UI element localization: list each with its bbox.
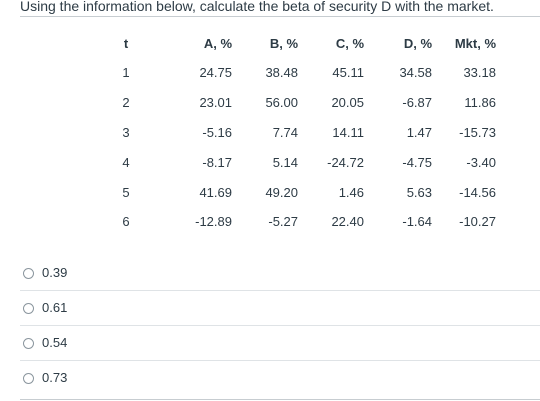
table-cell: -15.73 (459, 124, 496, 140)
column-header-mkt: Mkt, % (454, 35, 496, 51)
table-cell: 56.00 (265, 95, 298, 111)
table-cell: 1 (122, 65, 130, 81)
table-cell: -8.17 (202, 154, 232, 170)
table-cell: 38.48 (265, 65, 298, 81)
answer-option-1[interactable]: 0.39 (20, 256, 540, 291)
table-cell: 41.69 (199, 184, 232, 200)
table-cell: 23.01 (199, 95, 232, 111)
answer-label: 0.73 (42, 370, 68, 385)
radio-button[interactable] (23, 303, 34, 314)
column-header-b: B, % (269, 35, 298, 51)
table-cell: -5.16 (202, 124, 232, 140)
answer-label: 0.39 (42, 265, 68, 280)
answer-list: 0.39 0.61 0.54 0.73 (20, 256, 540, 396)
table-cell: 6 (122, 214, 130, 230)
table-cell: 5.63 (406, 184, 432, 200)
table-row: 5 41.69 49.20 1.46 5.63 -14.56 (112, 177, 496, 207)
table-cell: -3.40 (466, 154, 496, 170)
table-row: 3 -5.16 7.74 14.11 1.47 -15.73 (112, 118, 496, 148)
table-cell: -24.72 (327, 154, 364, 170)
data-table: t A, % B, % C, % D, % Mkt, % 1 24.75 38.… (112, 28, 496, 237)
table-cell: 1.46 (338, 184, 364, 200)
table-cell: -10.27 (459, 214, 496, 230)
answer-option-4[interactable]: 0.73 (20, 361, 540, 396)
table-cell: 33.18 (463, 65, 496, 81)
column-header-d: D, % (403, 35, 432, 51)
table-row: 4 -8.17 5.14 -24.72 -4.75 -3.40 (112, 147, 496, 177)
question-block: Using the information below, calculate t… (20, 0, 540, 237)
table-cell: 4 (122, 154, 130, 170)
table-header-row: t A, % B, % C, % D, % Mkt, % (112, 28, 496, 58)
question-text: Using the information below, calculate t… (20, 0, 494, 14)
table-cell: 11.86 (464, 95, 496, 111)
column-header-t: t (123, 35, 129, 51)
table-cell: 3 (122, 124, 130, 140)
divider (20, 16, 540, 17)
table-cell: 34.58 (399, 65, 432, 81)
table-cell: -6.87 (402, 95, 432, 111)
table-cell: -1.64 (402, 214, 432, 230)
table-cell: 14.11 (332, 124, 364, 140)
table-cell: 5 (122, 184, 130, 200)
radio-button[interactable] (23, 373, 34, 384)
table-row: 2 23.01 56.00 20.05 -6.87 11.86 (112, 88, 496, 118)
radio-button[interactable] (23, 338, 34, 349)
table-cell: -5.27 (268, 214, 298, 230)
table-cell: 20.05 (331, 95, 364, 111)
answer-label: 0.54 (42, 335, 68, 350)
table-cell: 49.20 (265, 184, 298, 200)
table-cell: 5.14 (272, 154, 298, 170)
answer-option-3[interactable]: 0.54 (20, 326, 540, 361)
table-cell: 22.40 (331, 214, 364, 230)
divider (20, 399, 540, 400)
table-cell: -14.56 (459, 184, 496, 200)
table-cell: 1.47 (406, 124, 432, 140)
answer-option-2[interactable]: 0.61 (20, 291, 540, 326)
answer-label: 0.61 (42, 300, 68, 315)
table-cell: 45.11 (332, 65, 364, 81)
table-cell: 2 (122, 95, 130, 111)
table-cell: -12.89 (195, 214, 232, 230)
column-header-a: A, % (203, 35, 232, 51)
table-cell: -4.75 (402, 154, 432, 170)
radio-button[interactable] (23, 268, 34, 279)
table-cell: 7.74 (272, 124, 298, 140)
column-header-c: C, % (335, 35, 364, 51)
table-cell: 24.75 (199, 65, 232, 81)
table-row: 6 -12.89 -5.27 22.40 -1.64 -10.27 (112, 207, 496, 237)
table-row: 1 24.75 38.48 45.11 34.58 33.18 (112, 58, 496, 88)
